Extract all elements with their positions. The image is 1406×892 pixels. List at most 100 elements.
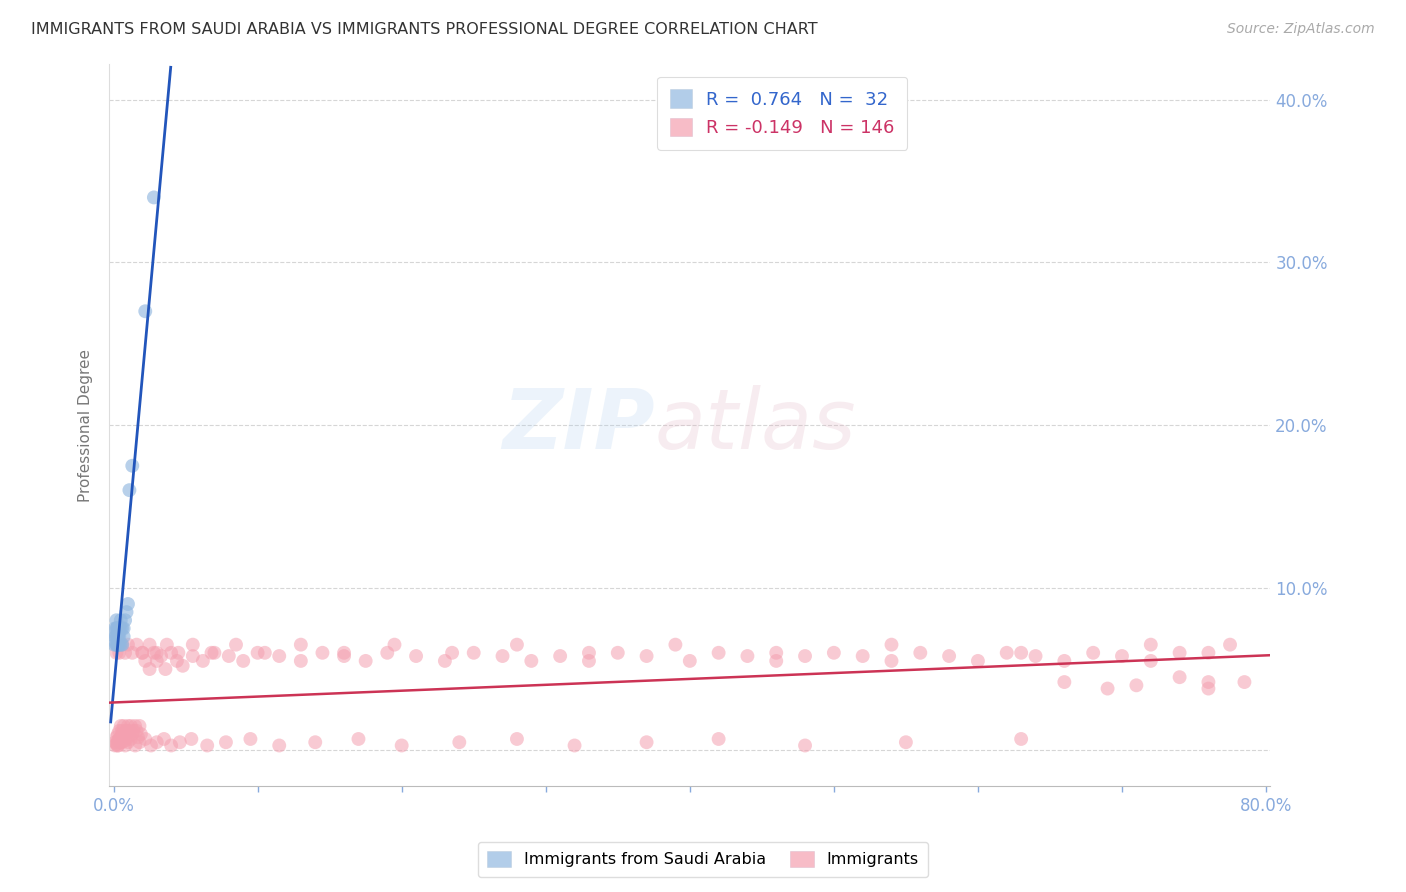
Point <box>142 190 165 204</box>
Point <box>127 731 149 745</box>
Point <box>107 638 129 652</box>
Point <box>354 654 377 668</box>
Point <box>104 739 127 753</box>
Point <box>1139 654 1161 668</box>
Point <box>107 630 129 644</box>
Point <box>506 731 529 746</box>
Point <box>134 654 156 668</box>
Text: ZIP: ZIP <box>502 384 655 466</box>
Point <box>1197 681 1219 696</box>
Point <box>114 733 136 747</box>
Point <box>304 735 326 749</box>
Point <box>117 735 139 749</box>
Point <box>463 646 485 660</box>
Point <box>253 646 276 660</box>
Point <box>636 648 658 663</box>
Point <box>115 723 138 738</box>
Point <box>181 648 204 663</box>
Point <box>160 646 183 660</box>
Point <box>894 735 917 749</box>
Point <box>124 739 146 753</box>
Point <box>117 719 139 733</box>
Point <box>191 654 214 668</box>
Point <box>1139 638 1161 652</box>
Point <box>548 648 571 663</box>
Point <box>290 654 312 668</box>
Point <box>107 630 129 644</box>
Point <box>202 646 225 660</box>
Point <box>110 613 132 627</box>
Point <box>107 638 129 652</box>
Point <box>1010 646 1032 660</box>
Point <box>290 638 312 652</box>
Point <box>138 638 160 652</box>
Point <box>108 630 131 644</box>
Legend: R =  0.764   N =  32, R = -0.149   N = 146: R = 0.764 N = 32, R = -0.149 N = 146 <box>658 77 907 150</box>
Point <box>172 658 194 673</box>
Point <box>225 638 247 652</box>
Point <box>269 739 291 753</box>
Point <box>1010 731 1032 746</box>
Point <box>111 621 134 635</box>
Point <box>967 654 990 668</box>
Point <box>108 621 131 635</box>
Point <box>232 654 254 668</box>
Point <box>1219 638 1241 652</box>
Point <box>679 654 702 668</box>
Point <box>910 646 932 660</box>
Point <box>737 648 759 663</box>
Point <box>1053 654 1076 668</box>
Point <box>110 731 132 745</box>
Point <box>1025 648 1047 663</box>
Point <box>1083 646 1105 660</box>
Point <box>347 731 370 746</box>
Point <box>215 735 238 749</box>
Point <box>121 646 143 660</box>
Point <box>491 648 513 663</box>
Point <box>112 630 135 644</box>
Point <box>167 646 190 660</box>
Y-axis label: Professional Degree: Professional Degree <box>79 349 93 501</box>
Point <box>1125 678 1147 692</box>
Point <box>520 654 543 668</box>
Point <box>664 638 686 652</box>
Point <box>375 646 398 660</box>
Point <box>118 483 141 498</box>
Point <box>103 638 125 652</box>
Point <box>156 638 179 652</box>
Point <box>121 458 143 473</box>
Text: atlas: atlas <box>655 384 856 466</box>
Point <box>117 597 139 611</box>
Point <box>794 648 817 663</box>
Point <box>104 735 127 749</box>
Point <box>146 646 169 660</box>
Point <box>105 621 128 635</box>
Point <box>108 731 131 746</box>
Point <box>333 646 356 660</box>
Point <box>765 654 787 668</box>
Point <box>118 723 141 738</box>
Point <box>111 723 134 738</box>
Point <box>155 662 177 676</box>
Point <box>129 727 152 741</box>
Point <box>1111 648 1133 663</box>
Point <box>112 731 135 745</box>
Point <box>433 654 456 668</box>
Point <box>1053 675 1076 690</box>
Point <box>121 727 143 741</box>
Point <box>111 731 134 746</box>
Point <box>105 646 128 660</box>
Point <box>105 638 128 652</box>
Point <box>384 638 406 652</box>
Point <box>707 646 730 660</box>
Point <box>108 723 131 738</box>
Point <box>112 719 135 733</box>
Point <box>115 605 138 619</box>
Point <box>112 621 135 635</box>
Point <box>160 739 183 753</box>
Point <box>125 638 148 652</box>
Point <box>107 733 129 747</box>
Point <box>107 739 129 753</box>
Point <box>139 739 162 753</box>
Point <box>146 735 169 749</box>
